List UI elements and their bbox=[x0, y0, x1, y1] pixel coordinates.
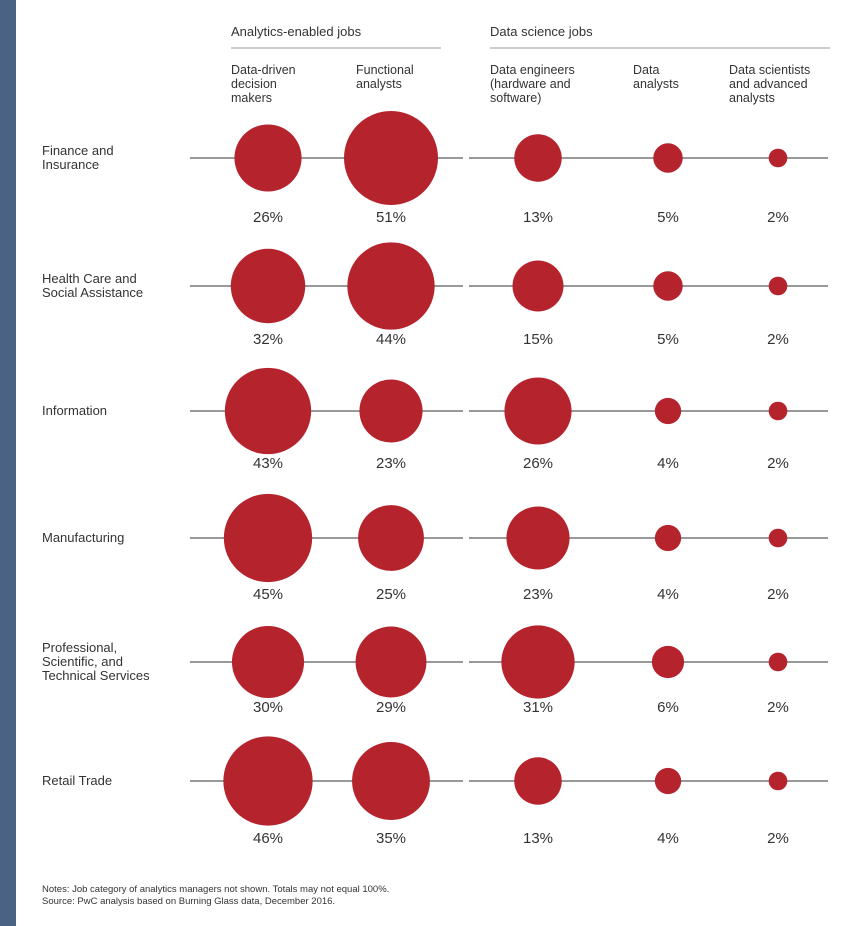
bubble bbox=[653, 271, 683, 301]
column-header: Data scientists bbox=[729, 63, 810, 77]
bubble-matrix-chart: Analytics-enabled jobs Data science jobs D… bbox=[42, 24, 830, 907]
column-header: analysts bbox=[633, 77, 679, 91]
value-label: 2% bbox=[767, 331, 789, 348]
value-label: 2% bbox=[767, 586, 789, 603]
column-header: decision bbox=[231, 77, 277, 91]
bubble bbox=[355, 626, 427, 698]
value-label: 2% bbox=[767, 455, 789, 472]
source-text: Source: PwC analysis based on Burning Gl… bbox=[42, 896, 335, 907]
value-label: 31% bbox=[523, 699, 553, 716]
value-label: 30% bbox=[253, 699, 283, 716]
value-label: 25% bbox=[376, 586, 406, 603]
group-header: Analytics-enabled jobs bbox=[231, 24, 362, 39]
value-label: 23% bbox=[376, 455, 406, 472]
value-label: 5% bbox=[657, 331, 679, 348]
bubble bbox=[504, 377, 572, 445]
value-label: 51% bbox=[376, 209, 406, 226]
row-label: Health Care and bbox=[42, 271, 137, 286]
value-label: 13% bbox=[523, 830, 553, 847]
column-header: Data-driven bbox=[231, 63, 296, 77]
value-label: 43% bbox=[253, 455, 283, 472]
row-label: Technical Services bbox=[42, 668, 150, 683]
value-label: 15% bbox=[523, 331, 553, 348]
bubble bbox=[514, 134, 562, 182]
value-label: 2% bbox=[767, 209, 789, 226]
column-header: Data engineers bbox=[490, 63, 575, 77]
row-label: Scientific, and bbox=[42, 654, 123, 669]
notes-text: Notes: Job category of analytics manager… bbox=[42, 884, 389, 895]
bubble bbox=[512, 260, 564, 312]
group-header: Data science jobs bbox=[490, 24, 593, 39]
bubble bbox=[231, 625, 305, 699]
value-label: 4% bbox=[657, 586, 679, 603]
value-label: 44% bbox=[376, 331, 406, 348]
value-label: 2% bbox=[767, 830, 789, 847]
row-label: Finance and bbox=[42, 143, 114, 158]
value-label: 4% bbox=[657, 455, 679, 472]
bubble bbox=[768, 148, 788, 168]
bubble bbox=[501, 625, 575, 699]
bubble bbox=[651, 645, 685, 679]
value-label: 46% bbox=[253, 830, 283, 847]
bubble bbox=[768, 401, 788, 421]
row-label: Retail Trade bbox=[42, 773, 112, 788]
bubble bbox=[344, 111, 438, 205]
column-header: analysts bbox=[729, 91, 775, 105]
bubble bbox=[230, 248, 306, 324]
value-label: 23% bbox=[523, 586, 553, 603]
column-header: Functional bbox=[356, 63, 414, 77]
row-label: Professional, bbox=[42, 640, 117, 655]
value-label: 45% bbox=[253, 586, 283, 603]
bubble bbox=[358, 505, 424, 571]
value-label: 6% bbox=[657, 699, 679, 716]
bubble bbox=[223, 493, 313, 583]
value-label: 35% bbox=[376, 830, 406, 847]
column-header: analysts bbox=[356, 77, 402, 91]
bubble bbox=[234, 124, 302, 192]
value-label: 32% bbox=[253, 331, 283, 348]
row-label: Manufacturing bbox=[42, 530, 124, 545]
bubble bbox=[352, 742, 430, 820]
value-label: 5% bbox=[657, 209, 679, 226]
row-label: Insurance bbox=[42, 157, 99, 172]
value-label: 26% bbox=[253, 209, 283, 226]
bubble bbox=[768, 276, 788, 296]
bubble bbox=[223, 736, 313, 826]
value-label: 13% bbox=[523, 209, 553, 226]
column-header: software) bbox=[490, 91, 541, 105]
bubble bbox=[768, 771, 788, 791]
value-label: 4% bbox=[657, 830, 679, 847]
column-header: makers bbox=[231, 91, 272, 105]
bubble bbox=[347, 242, 435, 330]
bubble bbox=[768, 528, 788, 548]
value-label: 2% bbox=[767, 699, 789, 716]
column-header: (hardware and bbox=[490, 77, 571, 91]
bubble bbox=[768, 652, 788, 672]
column-header: and advanced bbox=[729, 77, 808, 91]
bubble bbox=[654, 524, 682, 552]
bubble bbox=[506, 506, 570, 570]
bubble bbox=[514, 757, 562, 805]
column-header: Data bbox=[633, 63, 659, 77]
row-label: Social Assistance bbox=[42, 285, 143, 300]
value-label: 26% bbox=[523, 455, 553, 472]
bubble bbox=[224, 367, 312, 455]
value-label: 29% bbox=[376, 699, 406, 716]
row-label: Information bbox=[42, 403, 107, 418]
bubble bbox=[359, 379, 423, 443]
bubble bbox=[653, 143, 683, 173]
bubble bbox=[654, 767, 682, 795]
chart-card: Analytics-enabled jobs Data science jobs D… bbox=[16, 0, 862, 926]
bubble bbox=[654, 397, 682, 425]
